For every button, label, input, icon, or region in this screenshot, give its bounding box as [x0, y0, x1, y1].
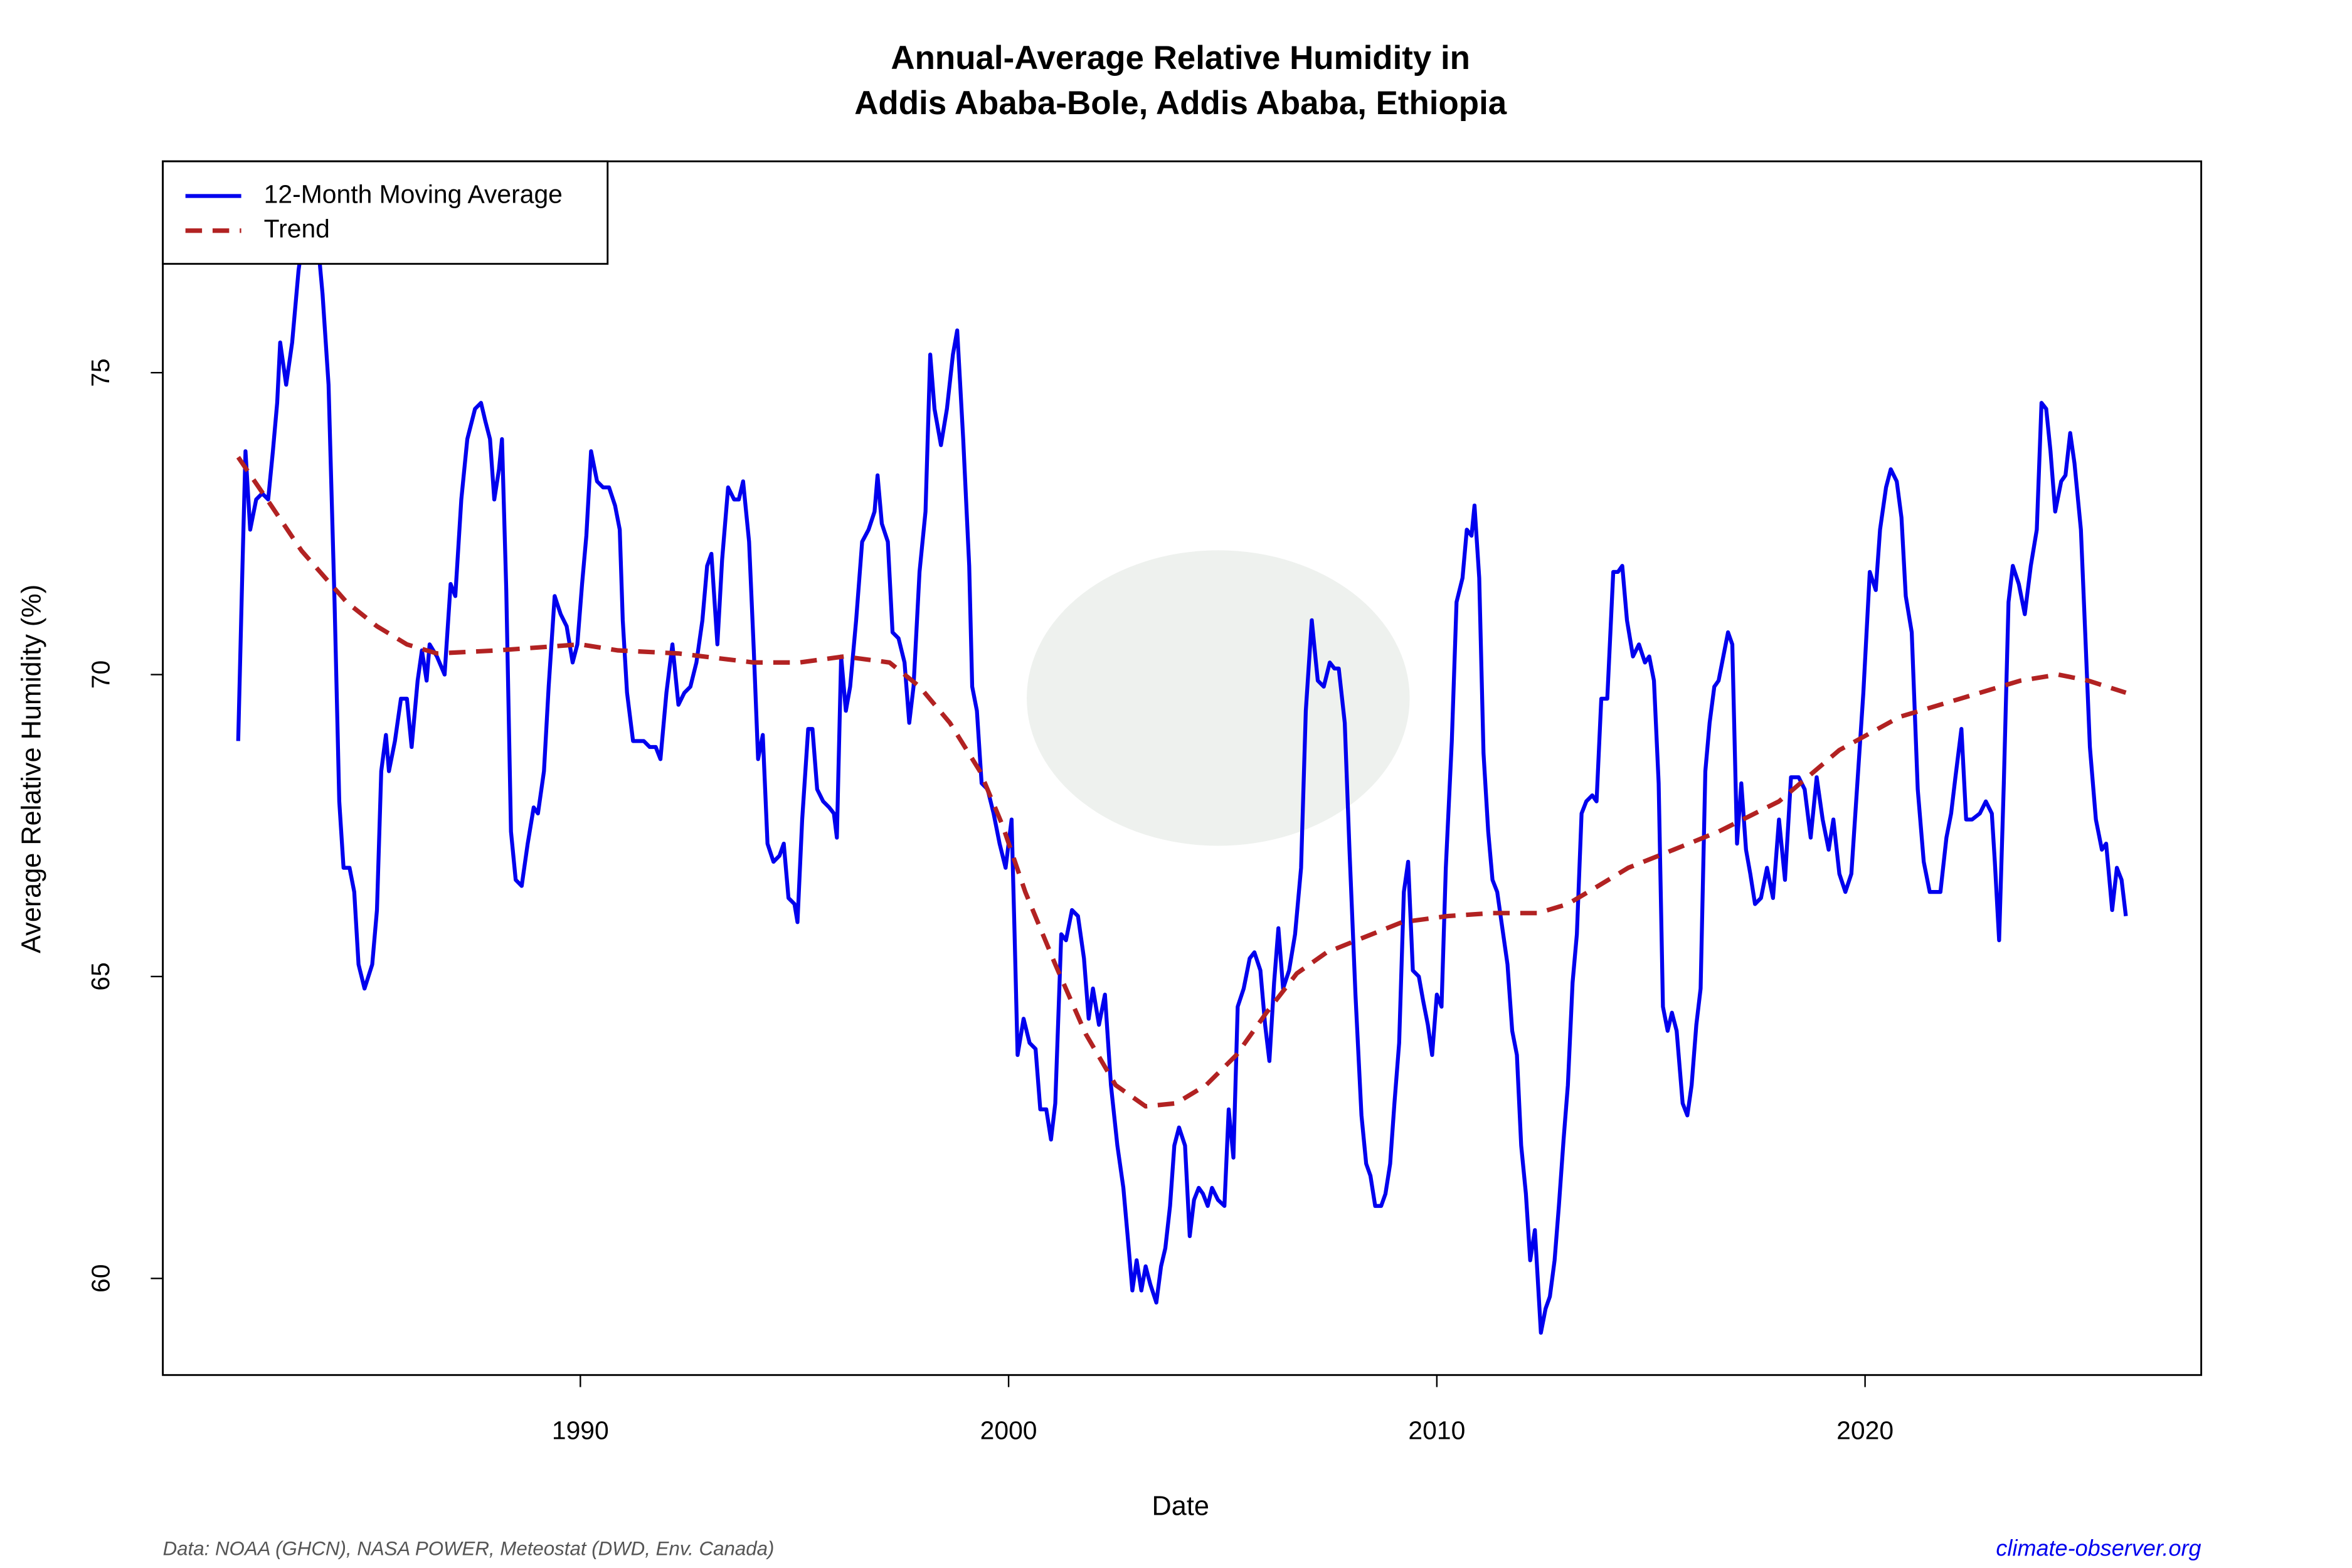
- x-tick-label: 2000: [980, 1416, 1037, 1444]
- series-line: [236, 455, 2127, 1109]
- legend-label: Trend: [264, 215, 330, 243]
- x-tick-label: 2010: [1408, 1416, 1465, 1444]
- legend-label: 12-Month Moving Average: [264, 179, 563, 208]
- chart-title: Addis Ababa-Bole, Addis Ababa, Ethiopia: [854, 85, 1507, 122]
- x-axis-label: Date: [1152, 1491, 1209, 1521]
- series-line: [236, 195, 2128, 1335]
- y-tick-label: 75: [86, 358, 115, 386]
- legend-box: [162, 160, 609, 265]
- source-note: Data: NOAA (GHCN), NASA POWER, Meteostat…: [163, 1537, 775, 1559]
- y-axis-label: Average Relative Humidity (%): [16, 585, 46, 953]
- y-tick-label: 65: [86, 962, 115, 990]
- x-tick-label: 2020: [1836, 1416, 1894, 1444]
- website: climate-observer.org: [1996, 1535, 2201, 1561]
- x-tick-label: 1990: [552, 1416, 609, 1444]
- y-tick-label: 70: [86, 660, 115, 689]
- watermark-logo: [1027, 550, 1410, 846]
- plot-frame: [162, 160, 2203, 1376]
- y-tick-label: 60: [86, 1264, 115, 1293]
- chart-title: Annual-Average Relative Humidity in: [891, 40, 1470, 77]
